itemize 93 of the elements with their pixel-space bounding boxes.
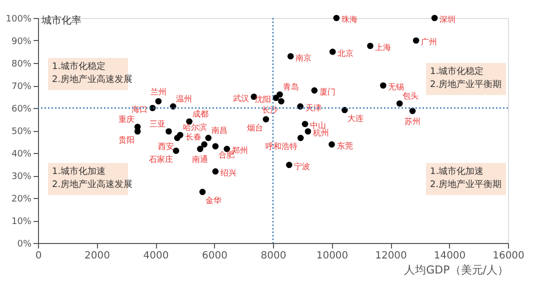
point [166,128,172,135]
point [396,100,403,107]
x-tick-label: 10000 [316,250,348,262]
y-tick-label: 10% [11,217,32,227]
data-label: 北京 [338,48,354,58]
x-tick-label: 4000 [143,250,169,262]
point [302,120,308,128]
data-label: 包头 [402,92,419,100]
point [174,134,180,142]
point [134,128,141,135]
point [311,87,318,94]
point [212,168,219,175]
x-tick-label: 14000 [434,250,466,262]
point [328,141,335,148]
point [287,53,294,60]
point [205,134,212,142]
annotation: 1.城市化稳定 2.房地产业高速发展 [52,61,133,85]
data-label: 贵阳 [118,135,135,144]
point [201,141,208,148]
data-label: 杭州 [312,128,329,138]
data-label: 深圳 [440,15,456,24]
point [196,146,204,152]
point [262,116,270,122]
data-label: 成都 [192,110,208,118]
y-tick-label: 80% [11,60,32,70]
data-label: 绍兴 [220,168,236,178]
y-tick-label: 70% [11,82,32,92]
y-tick-label: 100% [6,14,32,24]
data-label: 南昌 [211,126,228,135]
data-label: 武汉 [232,94,249,103]
x-tick-label: 6000 [202,250,228,262]
data-label: 温州 [176,94,192,104]
y-tick-label: 60% [11,104,32,114]
x-tick-label: 2000 [84,250,110,262]
y-tick-label: 50% [11,127,32,137]
data-label: 青岛 [282,82,299,92]
data-label: 石家庄 [149,154,174,164]
data-label: 郑州 [232,146,248,155]
point [155,98,162,104]
y-tick-label: 90% [11,37,32,47]
point [329,48,336,55]
data-label: 厦门 [319,87,336,96]
point [304,128,312,135]
x-axis-title: 人均GDP（美元/人） [404,264,508,276]
point [276,91,283,98]
x-tick-label: 16000 [492,250,524,262]
point [409,108,416,114]
data-label: 金华 [206,196,222,205]
data-label: 无锡 [388,82,404,92]
y-tick-label: 20% [11,194,32,204]
data-label: 西安 [158,142,174,151]
point [297,103,304,110]
point [297,134,304,142]
point [212,143,219,150]
data-label: 长春 [185,132,202,142]
point [199,188,206,196]
data-label: 广州 [421,38,438,46]
data-label: 合肥 [218,150,234,160]
data-label: 三亚 [150,119,166,128]
data-label: 南通 [192,154,208,164]
point [342,106,348,114]
data-label: 宁波 [294,162,310,171]
y-axis-title: 城市化率 [40,14,82,26]
y-tick-label: 30% [11,172,32,182]
x-tick-label: 12000 [375,250,407,262]
y-tick-label: 0% [17,240,32,250]
data-label: 呼和浩特 [266,142,298,151]
point [286,162,292,168]
data-label: 中山 [310,120,326,130]
data-label: 上海 [375,42,392,52]
point [367,42,374,50]
y-tick-label: 40% [11,150,32,160]
data-label: 哈尔滨 [183,123,208,132]
point [380,82,386,89]
data-label: 兰州 [150,87,166,96]
data-label: 大连 [348,114,364,124]
annotation: 1.城市化稳定 2.房地产业平衡期 [430,66,502,90]
x-tick-label: 0 [35,250,42,262]
point [172,148,180,154]
data-label: 东莞 [336,141,353,150]
data-label: 沈阳 [254,94,271,104]
point [412,37,420,44]
data-label: 重庆 [118,114,135,124]
annotation: 1.城市化加速 2.房地产业高速发展 [52,166,133,190]
point [333,14,340,22]
data-label: 珠海 [341,15,358,24]
point [431,14,438,22]
annotation: 1.城市化加速 2.房地产业平衡期 [430,166,502,190]
data-label: 苏州 [404,116,421,126]
point [278,98,284,104]
data-label: 烟台 [246,123,263,132]
x-tick-label: 8000 [260,250,286,262]
data-label: 南京 [296,53,312,62]
